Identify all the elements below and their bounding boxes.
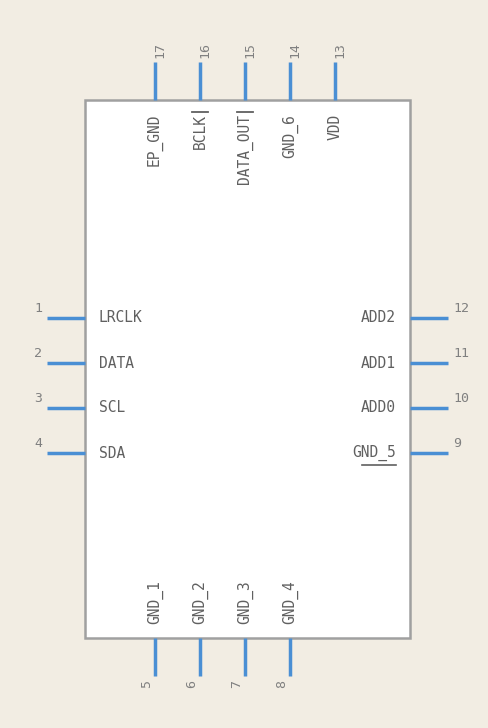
Text: ADD2: ADD2 bbox=[361, 311, 396, 325]
Bar bbox=[85, 100, 410, 638]
Text: GND_6: GND_6 bbox=[282, 114, 298, 158]
Text: 12: 12 bbox=[453, 302, 469, 315]
Text: GND_3: GND_3 bbox=[237, 580, 253, 624]
Text: GND_2: GND_2 bbox=[192, 580, 208, 624]
Text: ADD0: ADD0 bbox=[361, 400, 396, 416]
Text: 9: 9 bbox=[453, 437, 461, 450]
Text: 6: 6 bbox=[185, 680, 198, 688]
Text: 5: 5 bbox=[140, 680, 153, 688]
Text: SDA: SDA bbox=[99, 446, 125, 461]
Text: GND_5: GND_5 bbox=[352, 445, 396, 461]
Text: DATA_OUT: DATA_OUT bbox=[237, 114, 253, 184]
Text: GND_1: GND_1 bbox=[147, 580, 163, 624]
Text: 8: 8 bbox=[275, 680, 288, 688]
Text: ADD1: ADD1 bbox=[361, 355, 396, 371]
Text: EP_GND: EP_GND bbox=[147, 114, 163, 167]
Text: 7: 7 bbox=[230, 680, 243, 688]
Text: 17: 17 bbox=[153, 42, 166, 58]
Text: 4: 4 bbox=[34, 437, 42, 450]
Text: 3: 3 bbox=[34, 392, 42, 405]
Text: LRCLK: LRCLK bbox=[99, 311, 143, 325]
Text: 16: 16 bbox=[198, 42, 211, 58]
Text: GND_4: GND_4 bbox=[282, 580, 298, 624]
Text: 1: 1 bbox=[34, 302, 42, 315]
Text: 15: 15 bbox=[243, 42, 256, 58]
Text: BCLK: BCLK bbox=[192, 114, 207, 149]
Text: 13: 13 bbox=[333, 42, 346, 58]
Text: 10: 10 bbox=[453, 392, 469, 405]
Text: 2: 2 bbox=[34, 347, 42, 360]
Text: SCL: SCL bbox=[99, 400, 125, 416]
Text: VDD: VDD bbox=[327, 114, 343, 141]
Text: 14: 14 bbox=[288, 42, 301, 58]
Text: DATA: DATA bbox=[99, 355, 134, 371]
Text: 11: 11 bbox=[453, 347, 469, 360]
